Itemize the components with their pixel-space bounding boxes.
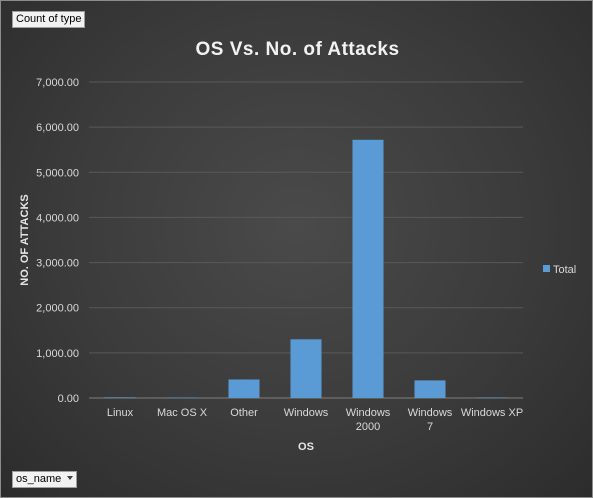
- chevron-down-icon[interactable]: [67, 476, 74, 481]
- legend-swatch: [543, 265, 550, 272]
- y-tick-label: 0.00: [58, 393, 79, 405]
- y-tick-label: 4,000.00: [36, 212, 79, 224]
- chart-title: OS Vs. No. of Attacks: [195, 39, 400, 60]
- bar[interactable]: [228, 379, 260, 398]
- bar[interactable]: [352, 139, 384, 399]
- y-tick-label: 1,000.00: [36, 348, 79, 360]
- x-tick-label: Windows: [284, 407, 329, 419]
- bar[interactable]: [166, 397, 198, 399]
- y-tick-label: 6,000.00: [36, 122, 79, 134]
- legend-label: Total: [553, 264, 576, 276]
- axis-field-dropdown[interactable]: os_name: [12, 471, 78, 488]
- y-axis-title: NO. OF ATTACKS: [19, 194, 31, 285]
- x-tick-label: Windows 2000: [346, 407, 391, 433]
- y-tick-label: 3,000.00: [36, 258, 79, 270]
- value-field-label: Count of type: [16, 13, 82, 25]
- bar[interactable]: [104, 397, 136, 398]
- y-tick-label: 5,000.00: [36, 167, 79, 179]
- axis-field-label: os_name: [16, 473, 62, 485]
- x-tick-label: Windows XP: [461, 407, 523, 419]
- y-tick-label: 7,000.00: [36, 77, 79, 89]
- bar[interactable]: [414, 380, 446, 398]
- value-field-button[interactable]: Count of type: [12, 11, 86, 28]
- x-tick-label: Linux: [107, 407, 134, 419]
- x-axis-title: OS: [298, 441, 314, 453]
- bar[interactable]: [290, 339, 322, 398]
- x-tick-label: Windows 7: [408, 407, 453, 433]
- y-tick-label: 2,000.00: [36, 303, 79, 315]
- bar[interactable]: [476, 397, 508, 398]
- x-tick-label: Mac OS X: [157, 407, 208, 419]
- x-tick-label: Other: [230, 407, 258, 419]
